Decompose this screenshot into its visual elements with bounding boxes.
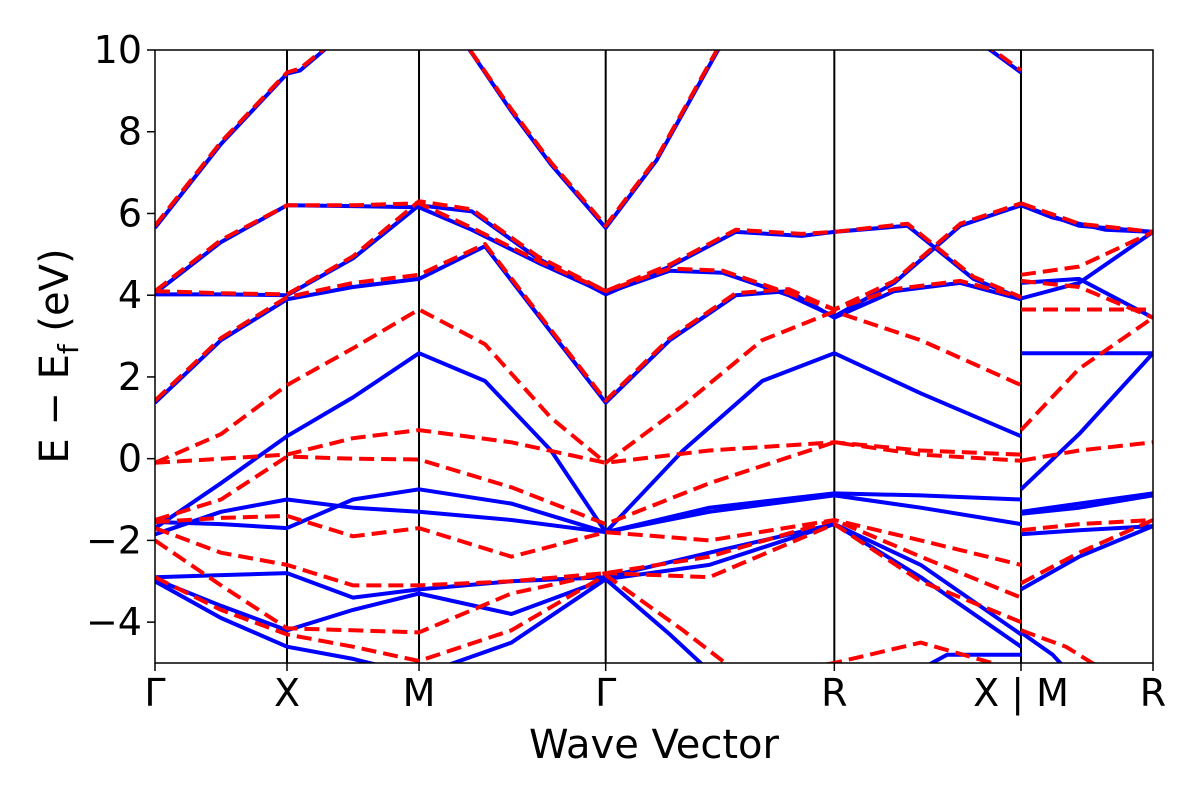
y-tick-label: 0: [118, 437, 142, 481]
x-tick-label: X | M: [973, 671, 1069, 716]
dashed-band-line: [1020, 628, 1097, 663]
y-tick-label: 6: [118, 191, 142, 235]
dashed-band-line: [1019, 316, 1153, 432]
dashed-band-line: [1020, 440, 1153, 463]
dashed-band-line: [155, 307, 1022, 465]
solid-band-line: [155, 577, 704, 663]
solid-band-line: [1020, 491, 1153, 514]
y-tick-label: 8: [118, 110, 142, 154]
dashed-band-line: [155, 573, 729, 663]
x-tick-label: R: [1140, 671, 1166, 715]
dashed-band-line: [822, 640, 1000, 663]
plot-frame: [154, 49, 1154, 664]
dashed-band-line: [155, 50, 1023, 228]
x-tick-label: Γ: [595, 671, 616, 715]
solid-band-line: [155, 487, 1022, 535]
x-tick-label: X: [274, 671, 300, 715]
y-tick-label: 10: [94, 28, 142, 72]
solid-band-line: [1019, 630, 1063, 663]
x-tick-label: R: [821, 671, 847, 715]
x-axis-label: Wave Vector: [529, 722, 780, 768]
solid-band-line: [155, 203, 1153, 319]
dashed-band-line: [155, 242, 1022, 403]
x-tick-label: Γ: [144, 671, 165, 715]
dashed-band-line: [1020, 201, 1153, 234]
dashed-band-line: [155, 440, 1022, 527]
solid-band-line: [1020, 524, 1153, 592]
solid-band-line: [155, 244, 1022, 405]
solid-band-line: [155, 522, 1023, 637]
dashed-band-line: [1020, 230, 1153, 277]
dashed-band-line: [1020, 518, 1153, 586]
solid-band-line: [1020, 230, 1153, 301]
dashed-band-line: [155, 201, 1022, 312]
y-tick-label: 2: [118, 355, 142, 399]
y-axis-label: E − Ef (eV): [32, 248, 85, 463]
dashed-band-line: [1020, 278, 1153, 320]
solid-band-line: [155, 50, 1023, 230]
y-tick-label: −4: [86, 600, 142, 644]
band-lines: [155, 50, 1153, 663]
dashed-band-line: [155, 513, 1022, 567]
solid-band-line: [1019, 351, 1153, 491]
x-tick-label: M: [403, 671, 436, 715]
y-tick-label: −2: [86, 518, 142, 562]
solid-band-line: [155, 493, 1022, 537]
dashed-band-line: [1020, 518, 1153, 533]
solid-band-line: [927, 652, 1021, 663]
solid-band-line: [1020, 276, 1153, 320]
dashed-band-line: [155, 518, 1022, 600]
solid-band-line: [1020, 524, 1153, 537]
dashed-band-line: [155, 199, 1022, 300]
high-symmetry-lines: [286, 50, 1022, 663]
y-tick-label: 4: [118, 273, 142, 317]
y-axis: −4 −2 0 2 4 6 8 10: [86, 28, 155, 644]
dashed-band-line: [155, 522, 1022, 635]
solid-band-line: [1020, 493, 1153, 516]
x-axis: Γ X M Γ R X | M R: [144, 663, 1166, 716]
